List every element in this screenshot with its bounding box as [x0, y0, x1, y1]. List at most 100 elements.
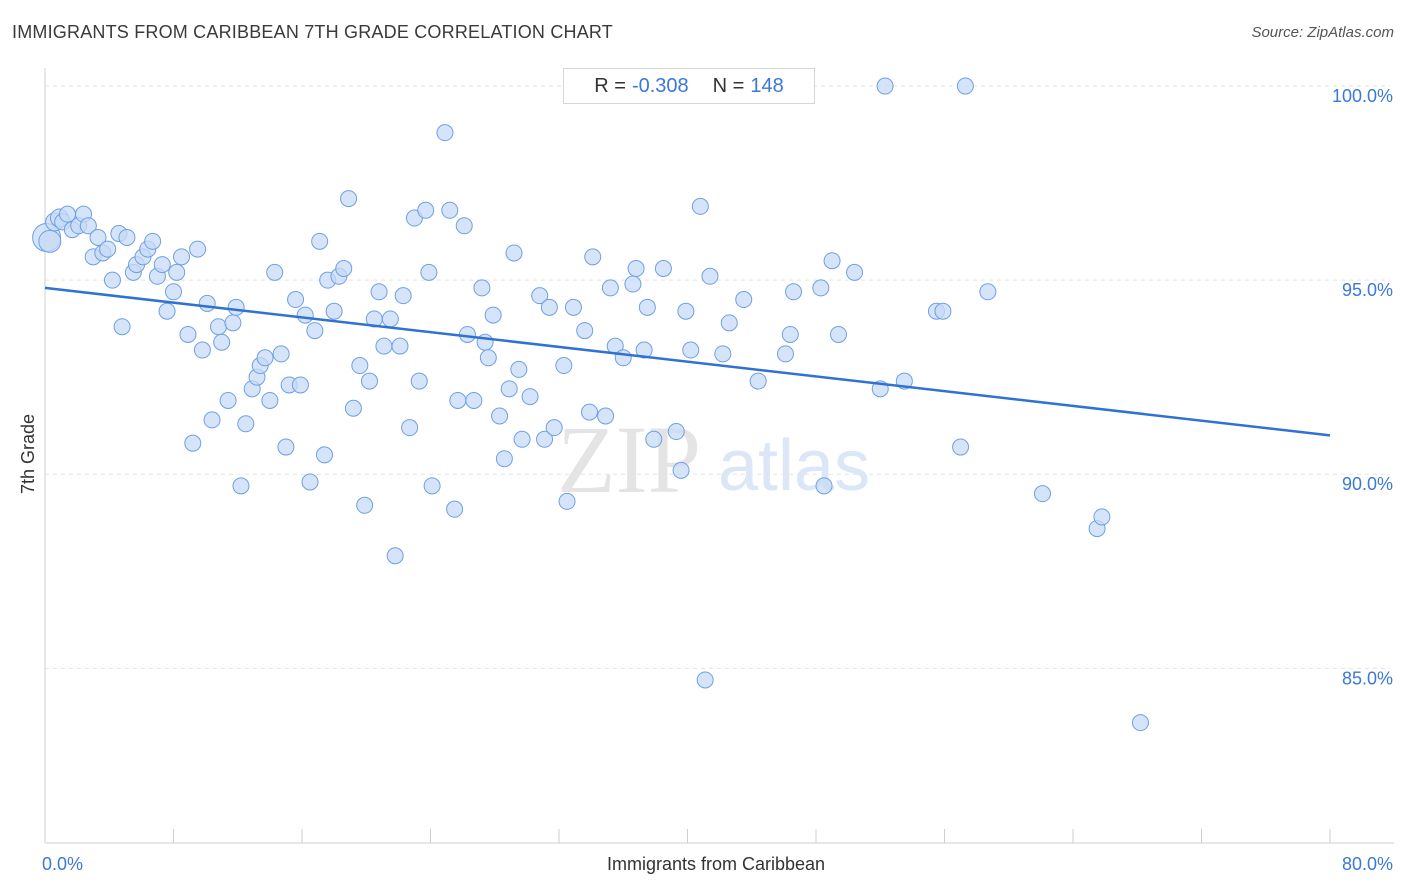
data-point-111 — [614, 349, 632, 367]
data-point-34 — [203, 411, 221, 429]
data-point-101 — [545, 419, 563, 437]
data-point-37 — [219, 391, 237, 409]
data-point-33 — [198, 294, 216, 312]
y-tick-label-0: 100.0% — [1332, 86, 1393, 106]
data-point-143 — [956, 77, 974, 95]
y-tick-label-1: 95.0% — [1342, 280, 1393, 300]
data-point-29 — [179, 325, 197, 343]
source-credit: Source: ZipAtlas.com — [1251, 24, 1394, 41]
data-point-54 — [301, 473, 319, 491]
chart-title: IMMIGRANTS FROM CARIBBEAN 7TH GRADE CORR… — [12, 22, 613, 42]
data-point-63 — [344, 399, 362, 417]
data-point-41 — [237, 415, 255, 433]
data-point-100 — [540, 298, 558, 316]
data-point-51 — [287, 291, 305, 309]
axes — [44, 68, 1394, 844]
trend-line-group — [44, 286, 1331, 437]
data-point-105 — [576, 322, 594, 340]
data-point-14 — [103, 271, 121, 289]
data-point-46 — [261, 391, 279, 409]
data-point-27 — [168, 263, 186, 281]
data-point-98 — [531, 287, 549, 305]
data-point-71 — [386, 547, 404, 565]
data-point-95 — [510, 360, 528, 378]
data-point-138 — [876, 77, 894, 95]
data-point-97 — [521, 388, 539, 406]
data-point-1 — [38, 229, 62, 253]
y-tick-label-2: 90.0% — [1342, 474, 1393, 494]
data-point-65 — [356, 496, 374, 514]
data-point-125 — [714, 345, 732, 363]
data-point-73 — [394, 287, 412, 305]
data-point-48 — [272, 345, 290, 363]
data-point-85 — [458, 325, 476, 343]
x-tick-label-0: 0.0% — [42, 854, 83, 874]
data-point-118 — [667, 423, 685, 441]
data-point-120 — [677, 302, 695, 320]
data-point-115 — [638, 298, 656, 316]
data-point-119 — [672, 461, 690, 479]
data-point-11 — [89, 228, 107, 246]
data-point-141 — [934, 302, 952, 320]
data-point-76 — [410, 372, 428, 390]
data-point-104 — [564, 298, 582, 316]
data-point-126 — [720, 314, 738, 332]
data-point-91 — [491, 407, 509, 425]
data-points — [32, 77, 1149, 732]
data-point-109 — [601, 279, 619, 297]
data-point-123 — [696, 671, 714, 689]
watermark-atlas: atlas — [718, 426, 870, 506]
data-point-56 — [311, 232, 329, 250]
y-axis-title: 7th Grade — [18, 414, 38, 494]
data-point-127 — [735, 291, 753, 309]
data-point-26 — [165, 283, 182, 301]
data-point-99 — [536, 430, 554, 448]
data-point-102 — [555, 357, 573, 375]
data-point-114 — [635, 341, 653, 359]
data-point-78 — [420, 263, 438, 281]
watermark-zip: ZIP — [557, 406, 701, 513]
data-point-72 — [391, 337, 409, 355]
r-value: -0.308 — [631, 74, 689, 97]
data-point-77 — [417, 201, 435, 219]
data-point-16 — [113, 318, 131, 336]
correlation-stats: R = -0.308 N = 148 — [563, 68, 815, 104]
data-point-30 — [184, 434, 202, 452]
data-point-35 — [209, 318, 227, 336]
data-point-24 — [153, 256, 171, 274]
data-point-62 — [340, 190, 358, 208]
data-point-79 — [423, 477, 441, 495]
data-point-113 — [627, 259, 645, 277]
data-point-132 — [812, 279, 830, 297]
data-point-28 — [173, 248, 191, 266]
data-point-70 — [381, 310, 399, 328]
y-tick-label-3: 85.0% — [1342, 668, 1393, 688]
data-point-74 — [401, 419, 419, 437]
data-point-40 — [232, 477, 250, 495]
x-tick-label-1: 80.0% — [1342, 854, 1393, 874]
data-point-92 — [495, 450, 513, 468]
data-point-53 — [296, 306, 314, 324]
data-point-80 — [436, 124, 454, 142]
data-point-145 — [1033, 485, 1051, 503]
data-point-129 — [776, 345, 794, 363]
data-point-69 — [375, 337, 393, 355]
r-label: R = — [594, 74, 626, 97]
data-point-147 — [1093, 508, 1111, 526]
data-point-106 — [581, 403, 599, 421]
data-point-22 — [144, 232, 162, 250]
data-point-108 — [597, 407, 615, 425]
data-point-121 — [682, 341, 700, 359]
data-point-49 — [277, 438, 295, 456]
data-point-122 — [691, 197, 709, 215]
data-point-112 — [624, 275, 642, 293]
data-point-131 — [785, 283, 803, 301]
data-point-64 — [351, 357, 369, 375]
tick-labels: 100.0% 95.0% 90.0% 85.0% 0.0% 80.0% — [42, 86, 1393, 874]
data-point-107 — [584, 248, 602, 266]
data-point-133 — [815, 477, 833, 495]
data-point-148 — [1131, 714, 1149, 732]
data-point-83 — [449, 391, 467, 409]
n-label: N = — [712, 74, 745, 97]
